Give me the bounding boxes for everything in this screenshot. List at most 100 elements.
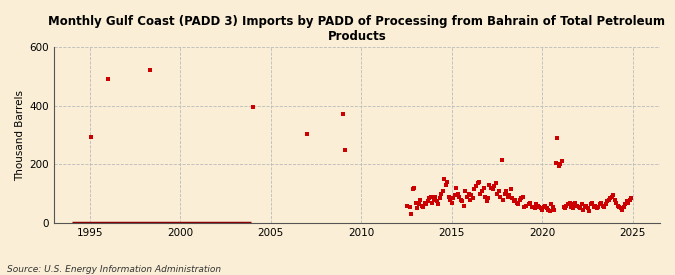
Point (507, 196, 518, 200)
Point (573, 205, 584, 209)
Point (425, 194, 436, 199)
Point (518, 194, 529, 199)
Point (469, 187, 480, 192)
Point (497, 197, 508, 202)
Point (564, 200, 575, 205)
Point (593, 205, 603, 209)
Point (416, 203, 427, 208)
Point (423, 199, 433, 203)
Point (421, 202, 431, 206)
Point (558, 205, 569, 209)
Point (566, 205, 576, 209)
Point (144, 68, 155, 73)
Point (496, 158, 507, 162)
Point (601, 199, 612, 203)
Point (549, 208, 560, 212)
Point (585, 202, 596, 206)
Point (626, 196, 637, 200)
Point (523, 202, 534, 206)
Point (502, 194, 513, 199)
Point (555, 162, 566, 167)
Point (520, 203, 531, 208)
Point (418, 205, 429, 209)
Point (433, 202, 443, 206)
Point (624, 197, 635, 202)
Point (534, 205, 545, 209)
Point (611, 200, 622, 205)
Point (584, 209, 595, 214)
Point (414, 197, 425, 202)
Point (431, 199, 442, 203)
Point (412, 206, 423, 211)
Point (576, 202, 587, 206)
Point (560, 206, 570, 211)
Point (424, 196, 435, 200)
Point (552, 136, 563, 140)
Point (547, 205, 558, 209)
Point (588, 205, 599, 209)
Point (446, 200, 457, 205)
Point (610, 197, 620, 202)
Point (506, 187, 516, 192)
Point (578, 208, 589, 212)
Point (561, 203, 572, 208)
Point (436, 192, 447, 196)
Point (606, 194, 617, 199)
Point (608, 193, 619, 197)
Point (526, 205, 537, 209)
Point (441, 183, 452, 187)
Point (457, 199, 468, 203)
Point (495, 194, 506, 199)
Point (535, 206, 546, 211)
Point (537, 208, 547, 212)
Point (570, 200, 581, 205)
Point (572, 203, 583, 208)
Point (434, 196, 445, 200)
Point (451, 186, 462, 190)
Point (551, 161, 562, 165)
Point (501, 189, 512, 193)
Point (478, 186, 489, 190)
Point (464, 197, 475, 202)
Point (484, 183, 495, 187)
Point (472, 181, 483, 186)
Point (450, 193, 460, 197)
Point (410, 200, 421, 205)
Point (493, 189, 504, 193)
Point (516, 196, 526, 200)
Point (531, 202, 542, 206)
Point (448, 196, 459, 200)
Point (437, 189, 448, 193)
Point (338, 112, 349, 117)
Point (302, 131, 313, 136)
Point (460, 189, 471, 193)
Point (546, 202, 557, 206)
Point (247, 105, 258, 109)
Point (475, 192, 486, 196)
Point (452, 192, 463, 196)
Point (597, 203, 608, 208)
Point (489, 184, 500, 189)
Point (612, 203, 623, 208)
Point (445, 197, 456, 202)
Point (623, 200, 634, 205)
Point (462, 194, 472, 199)
Point (587, 200, 597, 205)
Point (466, 193, 477, 197)
Point (545, 209, 556, 214)
Point (620, 202, 630, 206)
Point (487, 187, 498, 192)
Point (404, 205, 415, 209)
Point (491, 192, 502, 196)
Point (477, 189, 487, 193)
Point (554, 164, 564, 168)
Point (406, 212, 416, 216)
Point (490, 181, 501, 186)
Point (504, 193, 514, 197)
Point (600, 202, 611, 206)
Point (468, 196, 479, 200)
Title: Monthly Gulf Coast (PADD 3) Imports by PADD of Processing from Bahrain of Total : Monthly Gulf Coast (PADD 3) Imports by P… (49, 15, 666, 43)
Point (103, 77, 113, 81)
Point (563, 202, 574, 206)
Point (481, 199, 492, 203)
